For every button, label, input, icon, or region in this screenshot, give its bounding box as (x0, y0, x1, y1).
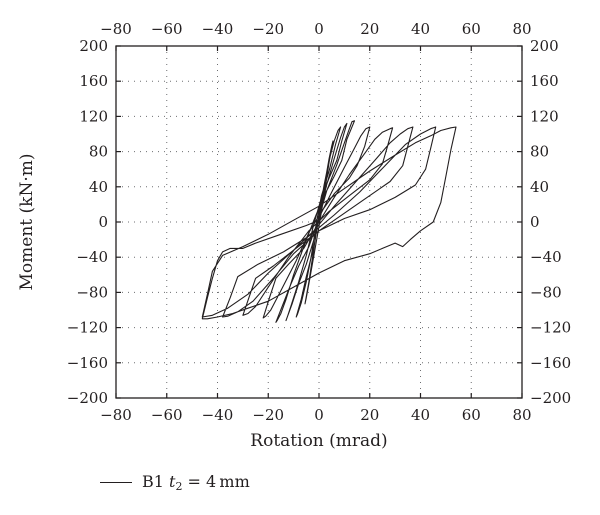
chart-svg: −80−80−60−60−40−40−20−200020204040606080… (17, 20, 571, 451)
x-tick-label-top: 0 (314, 20, 324, 38)
series-line-b1 (201, 120, 457, 323)
x-tick-label-top: 40 (411, 20, 430, 38)
legend-prefix: B1 (142, 472, 170, 491)
x-tick-label-bottom: 0 (314, 406, 324, 424)
x-tick-label-bottom: 80 (512, 406, 531, 424)
y-tick-label-left: −40 (76, 248, 108, 266)
x-tick-label-bottom: 40 (411, 406, 430, 424)
x-tick-label-top: 20 (360, 20, 379, 38)
y-tick-label-right: −200 (530, 389, 571, 407)
tick-labels: −80−80−60−60−40−40−20−200020204040606080… (67, 20, 571, 424)
legend-line-swatch (100, 481, 132, 483)
x-tick-label-top: −80 (100, 20, 132, 38)
x-tick-label-bottom: −40 (202, 406, 234, 424)
y-tick-label-right: −120 (530, 319, 571, 337)
x-tick-label-top: −60 (151, 20, 183, 38)
y-tick-label-left: 120 (79, 107, 108, 125)
y-tick-label-left: −160 (67, 354, 108, 372)
y-tick-label-left: −120 (67, 319, 108, 337)
legend-variable: t (169, 472, 176, 491)
legend-label: B1 t2 = 4 mm (142, 470, 250, 494)
y-axis-label: Moment (kN·m) (17, 154, 37, 291)
y-tick-label-left: 200 (79, 37, 108, 55)
y-tick-label-right: 80 (530, 143, 549, 161)
x-tick-label-bottom: −20 (252, 406, 284, 424)
tick-marks (115, 45, 523, 399)
y-tick-label-left: 80 (89, 143, 108, 161)
x-tick-label-bottom: 20 (360, 406, 379, 424)
legend-subscript: 2 (175, 480, 183, 493)
x-tick-label-top: 80 (512, 20, 531, 38)
y-tick-label-right: 200 (530, 37, 559, 55)
y-tick-label-right: −160 (530, 354, 571, 372)
x-tick-label-bottom: 60 (462, 406, 481, 424)
x-tick-label-bottom: −60 (151, 406, 183, 424)
y-tick-label-right: 40 (530, 178, 549, 196)
y-tick-label-right: −80 (530, 283, 562, 301)
y-tick-label-left: 0 (98, 213, 108, 231)
y-tick-label-left: 160 (79, 72, 108, 90)
legend: B1 t2 = 4 mm (100, 470, 250, 494)
x-tick-label-top: 60 (462, 20, 481, 38)
y-tick-label-right: −40 (530, 248, 562, 266)
y-tick-label-right: 160 (530, 72, 559, 90)
y-tick-label-right: 120 (530, 107, 559, 125)
y-tick-label-left: 40 (89, 178, 108, 196)
y-tick-label-left: −80 (76, 283, 108, 301)
y-tick-label-left: −200 (67, 389, 108, 407)
x-tick-label-top: −20 (252, 20, 284, 38)
x-axis-label: Rotation (mrad) (250, 431, 387, 451)
x-tick-label-top: −40 (202, 20, 234, 38)
x-tick-label-bottom: −80 (100, 406, 132, 424)
y-tick-label-right: 0 (530, 213, 540, 231)
legend-suffix: = 4 mm (182, 472, 250, 491)
